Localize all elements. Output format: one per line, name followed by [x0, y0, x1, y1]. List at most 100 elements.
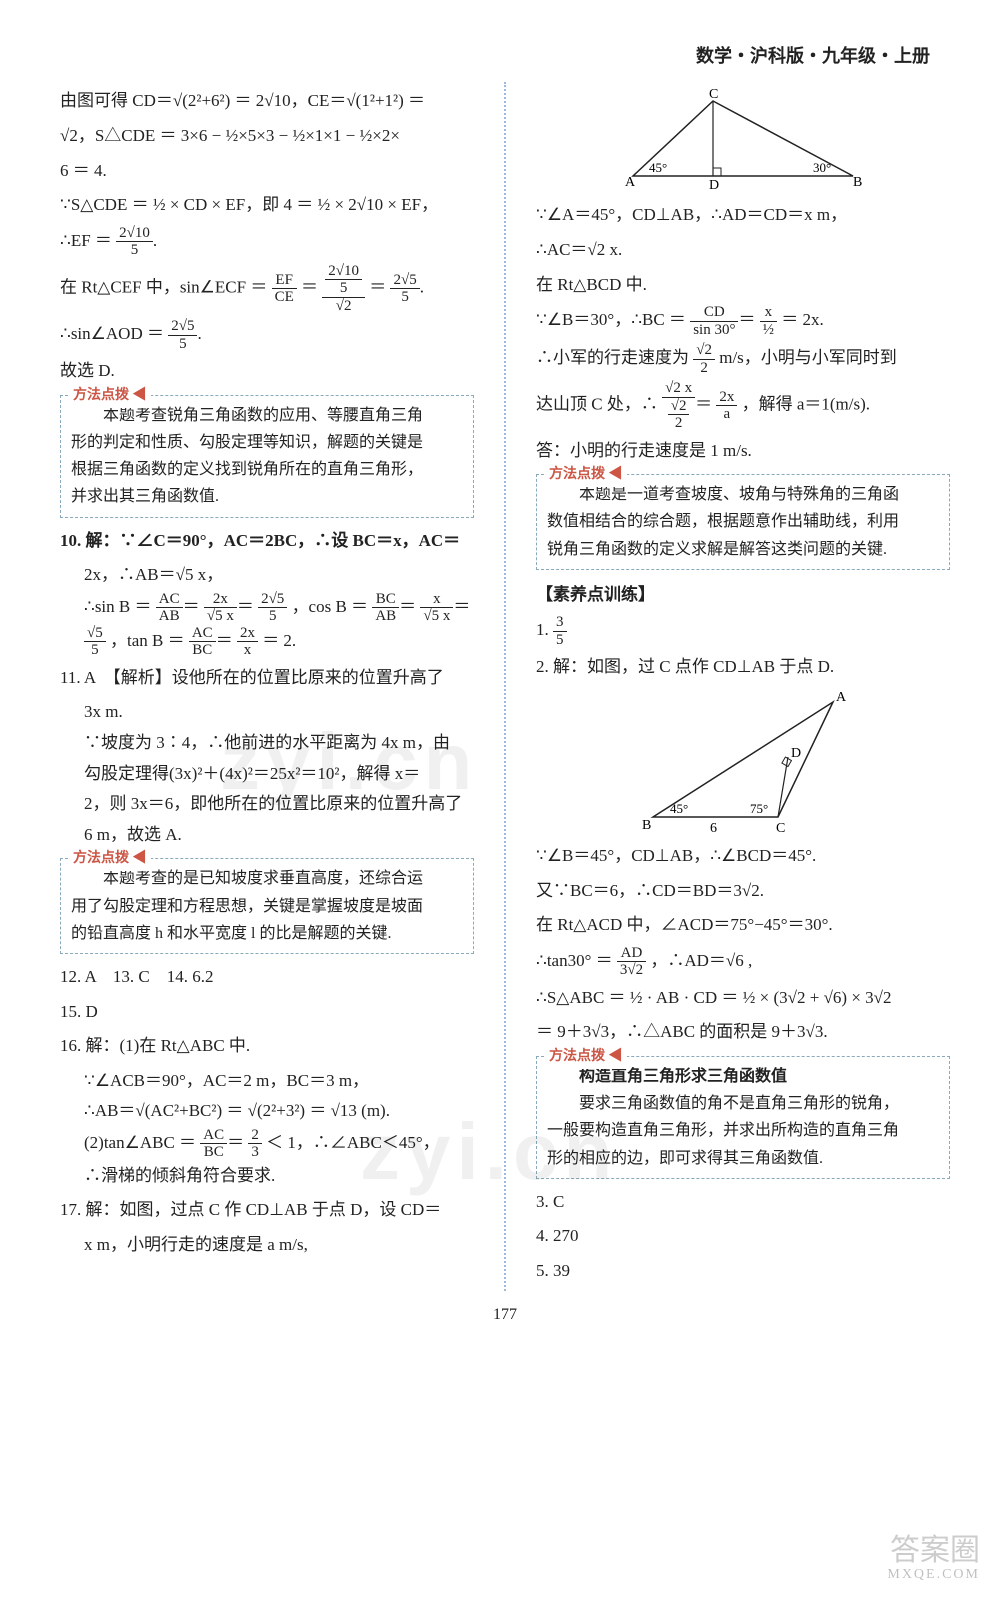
- txt: ＜ 1，∴∠ABC＜45°，: [266, 1133, 440, 1152]
- q17: 17. 解：如图，过点 C 作 CD⊥AB 于点 D，设 CD＝: [60, 1195, 474, 1226]
- q5: 5. 39: [536, 1256, 950, 1287]
- fraction: CDsin 30°: [690, 304, 738, 338]
- q3: 3. C: [536, 1187, 950, 1218]
- svg-text:A: A: [625, 175, 636, 190]
- fraction: 2√55: [258, 591, 287, 625]
- tip-line: 要求三角函数值的角不是直角三角形的锐角，: [547, 1090, 939, 1117]
- fraction: 2xx: [237, 625, 258, 659]
- txt: ，tan B ＝: [110, 631, 189, 650]
- txt: 在 Rt△CEF 中，sin∠ECF ＝: [60, 277, 272, 296]
- txt: ∴sin∠AOD ＝: [60, 324, 168, 343]
- q15: 15. D: [60, 997, 474, 1028]
- text-line: 又∵BC＝6，∴CD＝BD＝3√2.: [536, 876, 950, 907]
- fraction: 2√105: [116, 225, 153, 259]
- tip-line: 形的相应的边，即可求得其三角函数值.: [547, 1145, 939, 1172]
- text-line: 3x m.: [60, 697, 474, 728]
- text-line: ∴tan30° ＝ AD3√2 ，∴AD＝√6 ,: [536, 945, 950, 979]
- txt: ＝ 2.: [262, 631, 296, 650]
- text-line: ∴AB＝√(AC²+BC²) ＝ √(2²+3²) ＝ √13 (m).: [60, 1096, 474, 1127]
- brand-text: 答案圈: [890, 1534, 980, 1567]
- svg-text:C: C: [776, 821, 785, 836]
- text-line: 由图可得 CD＝√(2²+6²) ＝ 2√10，CE＝√(1²+1²) ＝: [60, 86, 474, 117]
- txt: 1.: [536, 620, 553, 639]
- q1: 1. 35: [536, 614, 950, 648]
- fraction: 2xa: [716, 389, 737, 423]
- text-line: 在 Rt△CEF 中，sin∠ECF ＝ EFCE ＝ 2√105 √2 ＝ 2…: [60, 263, 474, 315]
- svg-text:B: B: [853, 175, 862, 190]
- txt: ∴tan30° ＝: [536, 951, 617, 970]
- page: 数学・沪科版・九年级・上册 由图可得 CD＝√(2²+6²) ＝ 2√10，CE…: [0, 0, 1000, 1600]
- text-line: 达山顶 C 处，∴ √2 x √22 ＝ 2xa ，解得 a＝1(m/s).: [536, 380, 950, 432]
- column-divider: [504, 82, 506, 1290]
- text-line: ∵∠B＝30°，∴BC ＝ CDsin 30°＝ x½ ＝ 2x.: [536, 304, 950, 338]
- text-line: ＝ 9＋3√3，∴△ABC 的面积是 9＋3√3.: [536, 1017, 950, 1048]
- text-line: ∵坡度为 3∶4，∴他前进的水平距离为 4x m，由: [60, 728, 474, 759]
- tip-box: 方法点拨 ◀ 本题是一道考查坡度、坡角与特殊角的三角函 数值相结合的综合题，根据…: [536, 474, 950, 570]
- columns: 由图可得 CD＝√(2²+6²) ＝ 2√10，CE＝√(1²+1²) ＝ √2…: [60, 82, 950, 1290]
- text-line: (2)tan∠ABC ＝ ACBC＝ 23 ＜ 1，∴∠ABC＜45°，: [60, 1127, 474, 1161]
- fraction: √2 x √22: [662, 380, 695, 432]
- text-line: ∴AC＝√2 x.: [536, 235, 950, 266]
- fraction: 2√105 √2: [322, 263, 365, 315]
- tip-line: 并求出其三角函数值.: [71, 483, 463, 510]
- text-line: ∵∠B＝45°，CD⊥AB，∴∠BCD＝45°.: [536, 841, 950, 872]
- fraction: √22: [693, 342, 715, 376]
- right-column: A B C D 45° 30° ∵∠A＝45°，CD⊥AB，∴AD＝CD＝x m…: [536, 82, 950, 1290]
- tip-line: 形的判定和性质、勾股定理等知识，解题的关键是: [71, 429, 463, 456]
- q11: 11. A 【解析】设他所在的位置比原来的位置升高了: [60, 663, 474, 694]
- txt: 达山顶 C 处，∴: [536, 395, 658, 414]
- svg-text:D: D: [791, 746, 801, 761]
- svg-text:45°: 45°: [670, 801, 688, 816]
- txt: ＝ 2x.: [781, 310, 824, 329]
- text-line: 2x，∴AB＝√5 x，: [60, 560, 474, 591]
- watermark-brand: 答案圈 MXQE.COM: [887, 1534, 980, 1582]
- tip-line: 锐角三角函数的定义求解是解答这类问题的关键.: [547, 536, 939, 563]
- fraction: 2√55: [168, 318, 197, 352]
- svg-text:30°: 30°: [813, 160, 831, 175]
- txt: ∵∠B＝30°，∴BC ＝: [536, 310, 690, 329]
- fraction: ACBC: [200, 1127, 227, 1161]
- tip-label: 方法点拨 ◀: [69, 847, 151, 871]
- q2: 2. 解：如图，过 C 点作 CD⊥AB 于点 D.: [536, 652, 950, 683]
- fraction: AD3√2: [617, 945, 646, 979]
- svg-text:A: A: [836, 690, 847, 705]
- text-line: x m，小明行走的速度是 a m/s,: [60, 1230, 474, 1261]
- tip-label: 方法点拨 ◀: [545, 1045, 627, 1069]
- text-line: 在 Rt△ACD 中，∠ACD＝75°−45°＝30°.: [536, 910, 950, 941]
- txt: ∴小军的行走速度为: [536, 348, 689, 367]
- txt: ∴EF ＝: [60, 231, 116, 250]
- triangle-diagram-1: A B C D 45° 30°: [613, 86, 873, 196]
- brand-sub: MXQE.COM: [887, 1567, 980, 1582]
- tip-box: 方法点拨 ◀ 构造直角三角形求三角函数值 要求三角函数值的角不是直角三角形的锐角…: [536, 1056, 950, 1179]
- tip-box: 方法点拨 ◀ 本题考查锐角三角函数的应用、等腰直角三角 形的判定和性质、勾股定理…: [60, 395, 474, 518]
- tip-label: 方法点拨 ◀: [69, 384, 151, 408]
- fraction: ACBC: [189, 625, 216, 659]
- tip-box: 方法点拨 ◀ 本题考查的是已知坡度求垂直高度，还综合运 用了勾股定理和方程思想，…: [60, 858, 474, 954]
- text-line: 勾股定理得(3x)²＋(4x)²＝25x²＝10²，解得 x＝: [60, 759, 474, 790]
- fraction: 35: [553, 614, 567, 648]
- fraction: 2x√5 x: [204, 591, 237, 625]
- page-header: 数学・沪科版・九年级・上册: [60, 40, 950, 72]
- fraction: BCAB: [372, 591, 399, 625]
- text-line: ∴滑梯的倾斜角符合要求.: [60, 1161, 474, 1192]
- fraction: 23: [248, 1127, 262, 1161]
- text-line: ∴EF ＝ 2√105.: [60, 225, 474, 259]
- q10: 10. 解：∵∠C＝90°，AC＝2BC，∴设 BC＝x，AC＝: [60, 526, 474, 557]
- svg-text:D: D: [709, 178, 719, 193]
- text-line: ∴sin B ＝ ACAB＝ 2x√5 x＝ 2√55 ，cos B ＝ BCA…: [60, 591, 474, 625]
- text-line: 答：小明的行走速度是 1 m/s.: [536, 436, 950, 467]
- fraction: EFCE: [272, 272, 297, 306]
- text-line: ∴小军的行走速度为 √22 m/s，小明与小军同时到: [536, 342, 950, 376]
- text-line: ∵∠ACB＝90°，AC＝2 m，BC＝3 m，: [60, 1066, 474, 1097]
- svg-text:C: C: [709, 87, 718, 102]
- svg-text:75°: 75°: [750, 801, 768, 816]
- text-line: 2，则 3x＝6，即他所在的位置比原来的位置升高了: [60, 789, 474, 820]
- text-line: √2，S△CDE ＝ 3×6 − ½×5×3 − ½×1×1 − ½×2×: [60, 121, 474, 152]
- text-line: 故选 D.: [60, 356, 474, 387]
- text-line: ∵S△CDE ＝ ½ × CD × EF，即 4 ＝ ½ × 2√10 × EF…: [60, 190, 474, 221]
- section-heading: 【素养点训练】: [536, 580, 950, 611]
- tip-label: 方法点拨 ◀: [545, 463, 627, 487]
- fraction: √55: [84, 625, 106, 659]
- triangle-diagram-2: B C A D 45° 75° 6: [628, 687, 858, 837]
- text-line: ∴S△ABC ＝ ½ · AB · CD ＝ ½ × (3√2 + √6) × …: [536, 983, 950, 1014]
